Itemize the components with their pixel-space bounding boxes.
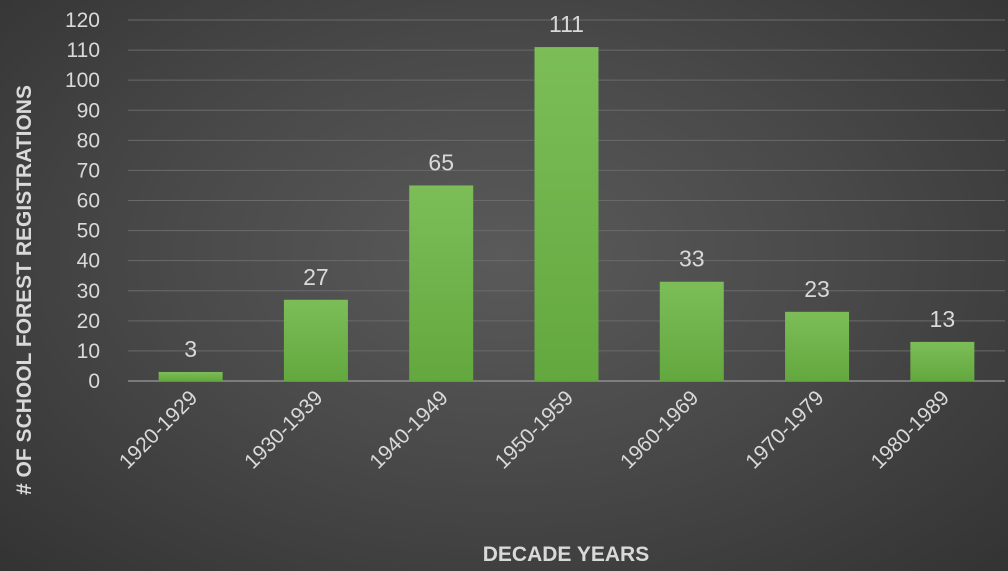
data-label: 3 (184, 336, 197, 362)
x-tick-label: 1960-1969 (616, 386, 703, 473)
y-tick-label: 70 (77, 159, 100, 182)
x-tick-label: 1920-1929 (115, 386, 202, 473)
bar-1930-1939 (283, 299, 348, 381)
x-tick-label: 1970-1979 (741, 386, 828, 473)
y-tick-label: 90 (77, 99, 100, 122)
y-tick-label: 120 (65, 9, 100, 32)
y-tick-label: 30 (77, 280, 100, 303)
data-label: 111 (549, 11, 584, 37)
y-tick-label: 10 (77, 340, 100, 363)
y-tick-label: 100 (65, 69, 100, 92)
x-tick-label: 1980-1989 (867, 386, 954, 473)
bars (158, 47, 975, 381)
bar-1940-1949 (409, 185, 474, 381)
x-tick-label: 1950-1959 (491, 386, 578, 473)
data-label: 13 (930, 306, 956, 332)
data-label: 33 (679, 246, 705, 272)
bar-1970-1979 (785, 311, 850, 381)
bar-1920-1929 (158, 371, 223, 381)
y-tick-label: 110 (67, 39, 100, 62)
x-axis-title: DECADE YEARS (483, 543, 649, 566)
x-tick-label: 1930-1939 (240, 386, 327, 473)
bar-1950-1959 (534, 47, 599, 381)
y-tick-label: 40 (77, 250, 100, 273)
y-tick-label: 0 (88, 370, 100, 393)
y-axis-title: # OF SCHOOL FOREST REGISTRATIONS (13, 85, 36, 495)
bar-1960-1969 (659, 281, 724, 381)
data-label: 23 (804, 276, 830, 302)
data-label: 27 (303, 264, 329, 290)
y-tick-label: 60 (77, 190, 100, 213)
x-tick-label: 1940-1949 (365, 386, 452, 473)
data-labels: 3 27 65 111 33 23 13 (184, 11, 955, 362)
data-label: 65 (428, 149, 454, 175)
y-tick-label: 80 (77, 129, 100, 152)
y-axis-ticks: 0 10 20 30 40 50 60 70 80 90 100 110 120 (65, 9, 100, 393)
x-axis-categories: 1920-1929 1930-1939 1940-1949 1950-1959 1960… (115, 386, 954, 473)
y-tick-label: 50 (77, 220, 100, 243)
y-tick-label: 20 (77, 310, 100, 333)
bar-1980-1989 (910, 341, 975, 381)
